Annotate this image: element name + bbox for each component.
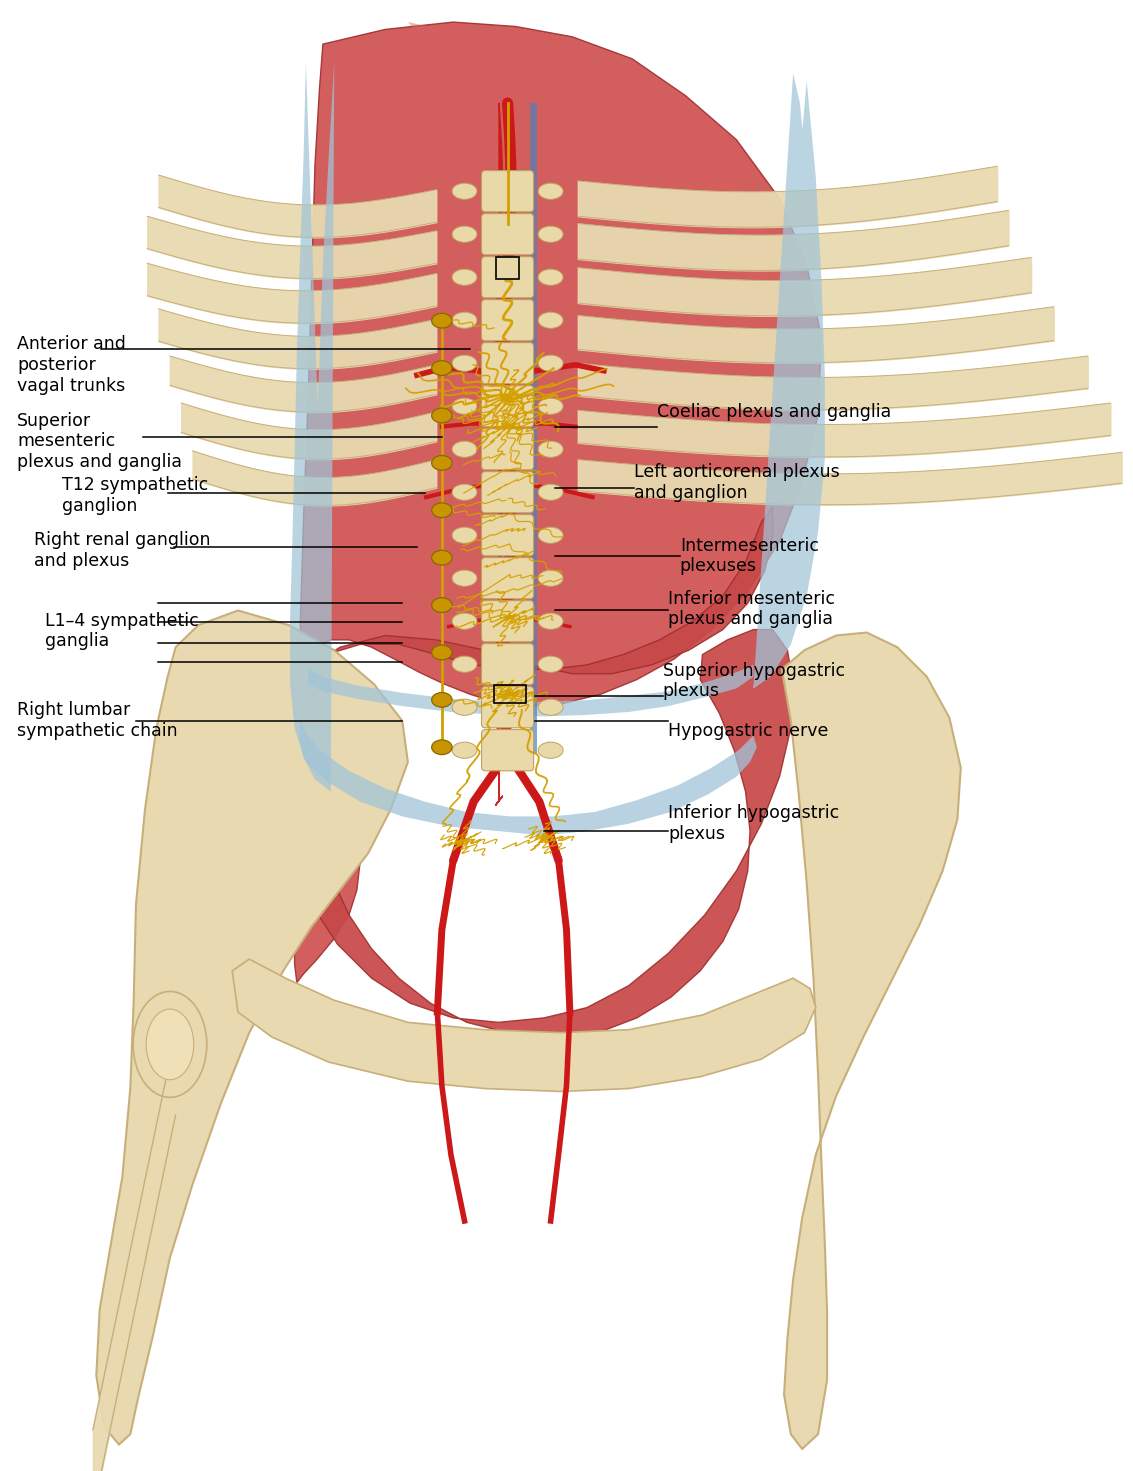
Polygon shape <box>289 507 793 1037</box>
Ellipse shape <box>134 991 206 1097</box>
Ellipse shape <box>452 527 477 543</box>
Text: Left aorticorenal plexus
and ganglion: Left aorticorenal plexus and ganglion <box>634 463 841 502</box>
Polygon shape <box>408 22 810 615</box>
Text: Inferior hypogastric
plexus: Inferior hypogastric plexus <box>668 805 840 843</box>
Ellipse shape <box>432 360 452 375</box>
Polygon shape <box>232 959 816 1091</box>
Bar <box>494 685 526 703</box>
Ellipse shape <box>452 312 477 328</box>
FancyBboxPatch shape <box>482 558 534 599</box>
Ellipse shape <box>538 484 563 500</box>
Ellipse shape <box>432 456 452 471</box>
Text: Superior hypogastric
plexus: Superior hypogastric plexus <box>663 662 845 700</box>
Polygon shape <box>782 633 961 1449</box>
Text: Coeliac plexus and ganglia: Coeliac plexus and ganglia <box>657 403 892 421</box>
FancyBboxPatch shape <box>482 171 534 212</box>
Ellipse shape <box>538 227 563 243</box>
Ellipse shape <box>538 441 563 457</box>
Ellipse shape <box>146 1009 194 1080</box>
Ellipse shape <box>452 184 477 200</box>
Polygon shape <box>299 721 757 836</box>
FancyBboxPatch shape <box>482 300 534 341</box>
Text: Intermesenteric
plexuses: Intermesenteric plexuses <box>680 537 819 575</box>
FancyBboxPatch shape <box>482 687 534 728</box>
Ellipse shape <box>432 313 452 328</box>
Polygon shape <box>96 610 408 1445</box>
Ellipse shape <box>538 571 563 587</box>
Polygon shape <box>295 22 821 983</box>
FancyBboxPatch shape <box>482 428 534 469</box>
Ellipse shape <box>432 597 452 612</box>
Ellipse shape <box>538 312 563 328</box>
Ellipse shape <box>538 656 563 672</box>
Ellipse shape <box>452 227 477 243</box>
FancyBboxPatch shape <box>482 256 534 297</box>
Ellipse shape <box>432 693 452 708</box>
Ellipse shape <box>452 441 477 457</box>
Ellipse shape <box>538 399 563 415</box>
Ellipse shape <box>452 571 477 587</box>
Ellipse shape <box>538 527 563 543</box>
Ellipse shape <box>538 269 563 285</box>
FancyBboxPatch shape <box>482 515 534 556</box>
Text: L1–4 sympathetic
ganglia: L1–4 sympathetic ganglia <box>45 612 199 650</box>
FancyBboxPatch shape <box>482 472 534 513</box>
Bar <box>496 257 519 279</box>
Ellipse shape <box>452 741 477 759</box>
Text: Superior
mesenteric
plexus and ganglia: Superior mesenteric plexus and ganglia <box>17 412 182 471</box>
Polygon shape <box>308 665 753 716</box>
FancyBboxPatch shape <box>482 213 534 254</box>
Polygon shape <box>290 62 334 791</box>
FancyBboxPatch shape <box>482 343 534 384</box>
FancyBboxPatch shape <box>482 600 534 641</box>
Ellipse shape <box>538 355 563 371</box>
Ellipse shape <box>452 484 477 500</box>
FancyBboxPatch shape <box>482 385 534 427</box>
Ellipse shape <box>452 656 477 672</box>
Ellipse shape <box>452 269 477 285</box>
Ellipse shape <box>452 399 477 415</box>
Ellipse shape <box>432 407 452 422</box>
Ellipse shape <box>538 613 563 630</box>
Ellipse shape <box>452 355 477 371</box>
Ellipse shape <box>432 550 452 565</box>
Text: Anterior and
posterior
vagal trunks: Anterior and posterior vagal trunks <box>17 335 126 394</box>
Ellipse shape <box>452 699 477 715</box>
Ellipse shape <box>432 503 452 518</box>
Polygon shape <box>753 74 825 688</box>
Text: Hypogastric nerve: Hypogastric nerve <box>668 722 829 740</box>
FancyBboxPatch shape <box>482 730 534 771</box>
Ellipse shape <box>538 741 563 759</box>
Text: Right renal ganglion
and plexus: Right renal ganglion and plexus <box>34 531 211 569</box>
Ellipse shape <box>432 646 452 660</box>
Ellipse shape <box>538 699 563 715</box>
Text: Right lumbar
sympathetic chain: Right lumbar sympathetic chain <box>17 702 178 740</box>
Ellipse shape <box>452 613 477 630</box>
Text: T12 sympathetic
ganglion: T12 sympathetic ganglion <box>62 477 208 515</box>
Ellipse shape <box>432 740 452 755</box>
Text: Inferior mesenteric
plexus and ganglia: Inferior mesenteric plexus and ganglia <box>668 590 835 628</box>
FancyBboxPatch shape <box>482 644 534 685</box>
Ellipse shape <box>538 184 563 200</box>
